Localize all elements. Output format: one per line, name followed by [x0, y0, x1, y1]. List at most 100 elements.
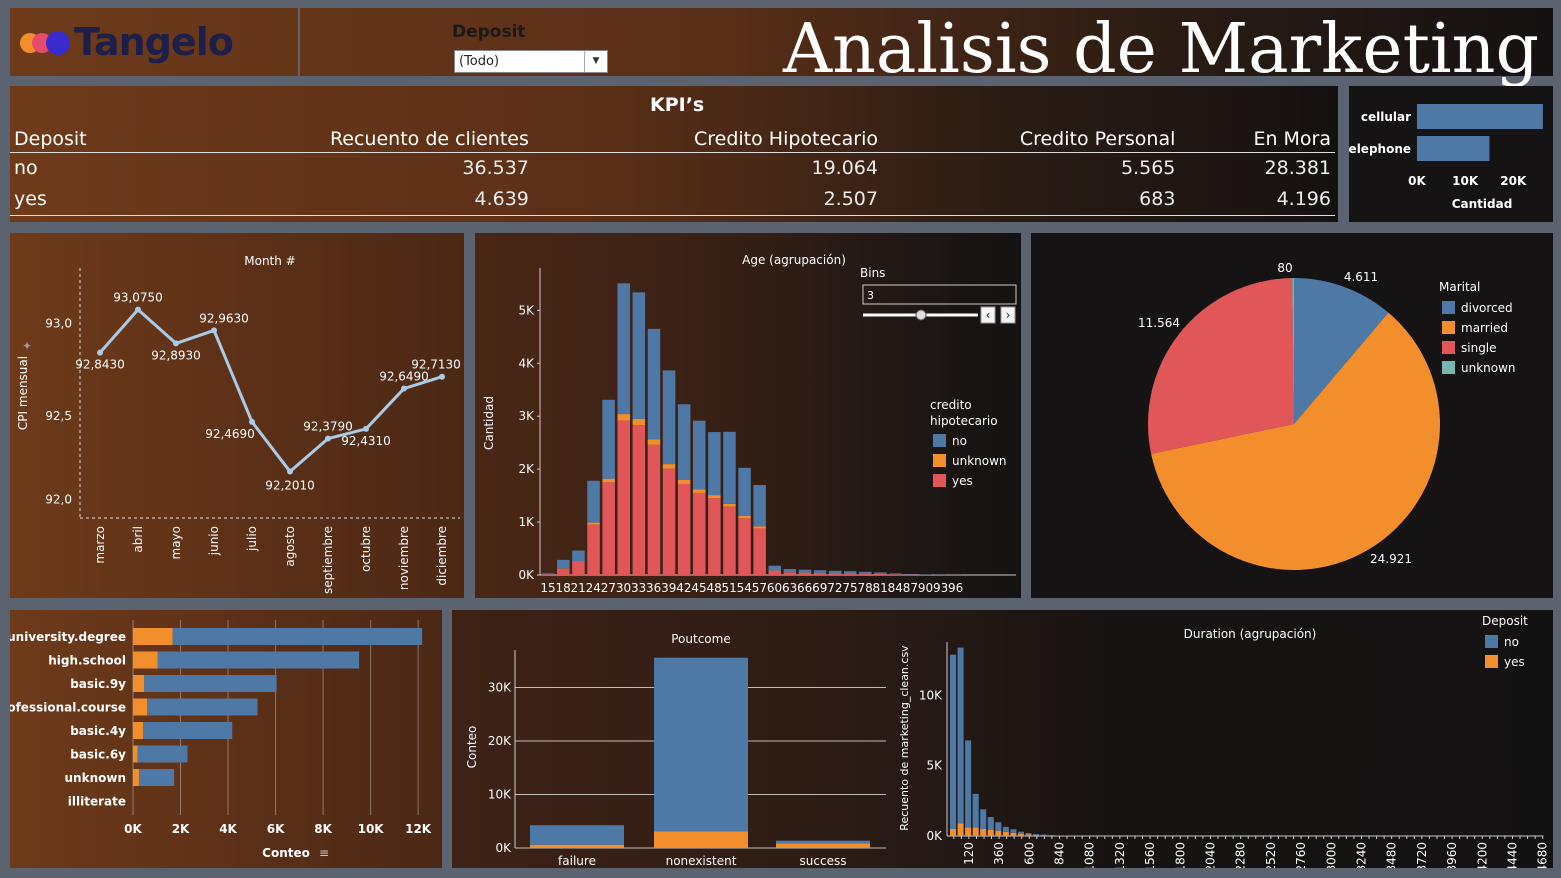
y-tick-label: 93,0 — [45, 317, 72, 331]
x-tick-label: nonexistent — [666, 854, 737, 868]
kpi-column-header: Recuento de clientes — [156, 126, 533, 153]
kpi-cell: 5.565 — [1121, 157, 1176, 179]
kpi-row-label: no — [14, 157, 38, 179]
age-bar-yes — [874, 573, 887, 575]
education-bar-yes — [133, 698, 148, 716]
x-tick-label: agosto — [283, 526, 297, 567]
chart-title: Duration (agrupación) — [1184, 627, 1317, 641]
legend-title: credito — [930, 398, 972, 412]
age-bar-unknown — [693, 489, 706, 493]
age-chart: Age (agrupación) 0K 1K 2K 3K 4K 5K Cantidad 15 18… — [482, 253, 1017, 595]
duration-bar-no — [1002, 826, 1009, 832]
bins-input — [862, 284, 1017, 305]
x-tick-label: 21 — [571, 581, 586, 595]
x-tick-label: 0K — [1408, 174, 1426, 188]
x-tick-label: 48 — [706, 581, 721, 595]
y-axis-label: Conteo — [465, 726, 479, 769]
slice-label: 11.564 — [1138, 316, 1180, 330]
age-bar-unknown — [572, 561, 585, 562]
x-tick-label: 78 — [857, 581, 872, 595]
legend-swatch — [933, 474, 946, 487]
education-bar-no — [143, 722, 233, 739]
prev-button — [980, 306, 996, 324]
y-tick-label: 3K — [518, 409, 535, 423]
chevron-down-icon[interactable]: ▼ — [584, 51, 607, 72]
age-bar-no — [708, 432, 721, 496]
education-bar-no — [157, 651, 360, 669]
education-category-label: university.degree — [10, 630, 126, 644]
x-tick-label: 72 — [827, 581, 842, 595]
outcome-panel: Poutcome 0K 10K 20K 30K Conteo failure nonexist… — [452, 610, 1553, 868]
x-tick-label: marzo — [93, 526, 107, 564]
age-bar-no — [813, 570, 827, 573]
legend-swatch — [1442, 341, 1455, 354]
chevron-right-icon: › — [1006, 308, 1011, 322]
age-bar-no — [738, 467, 751, 516]
x-tick-label: 66 — [797, 581, 812, 595]
duration-bar-no — [972, 793, 979, 828]
y-tick-label: 1K — [518, 515, 535, 529]
x-tick-label: 840 — [1052, 842, 1066, 865]
data-label: 92,6490 — [379, 370, 429, 384]
duration-bar-yes — [957, 823, 964, 836]
x-tick-label: 54 — [737, 581, 752, 595]
x-tick-label: 1560 — [1143, 842, 1157, 868]
education-category-label: professional.course — [10, 701, 126, 715]
age-bar-no — [647, 328, 661, 440]
age-bar-unknown — [617, 414, 630, 421]
age-bar-yes — [542, 574, 555, 575]
age-bar-yes — [798, 572, 812, 575]
age-bar-yes — [723, 506, 736, 575]
duration-bar-yes — [1033, 834, 1040, 836]
duration-bar-yes — [980, 828, 987, 836]
x-tick-label: 2K — [172, 822, 190, 836]
deposit-filter-select[interactable]: (Todo) ▼ — [454, 50, 608, 73]
y-tick-label: 5K — [518, 303, 535, 317]
bins-label: Bins — [860, 266, 885, 280]
x-tick-label: 1800 — [1173, 842, 1187, 868]
age-bar-yes — [828, 573, 842, 575]
bins-slider-handle — [915, 309, 927, 321]
x-tick-label: 3720 — [1415, 842, 1429, 868]
age-bar-yes — [859, 573, 872, 575]
age-bar-no — [874, 572, 887, 574]
legend-label: married — [1461, 321, 1508, 335]
age-bar-yes — [677, 483, 691, 575]
data-label: 92,9630 — [199, 311, 249, 325]
x-tick-label: 18 — [555, 581, 570, 595]
age-bar-unknown — [723, 503, 736, 507]
education-category-label: basic.9y — [70, 677, 126, 691]
y-tick-label: 10K — [919, 688, 943, 702]
data-point — [401, 385, 407, 392]
data-point — [249, 418, 255, 425]
kpi-cell: 683 — [881, 184, 1180, 216]
data-label: 92,8430 — [75, 358, 125, 372]
slice-label: 24.921 — [1370, 552, 1412, 566]
next-button — [1000, 306, 1016, 324]
age-panel: Age (agrupación) 0K 1K 2K 3K 4K 5K Cantidad 15 18… — [475, 233, 1021, 598]
duration-bar-yes — [950, 828, 957, 836]
data-label: 92,4310 — [341, 434, 391, 448]
logo-text: Tangelo — [74, 20, 234, 64]
age-bar-yes — [783, 572, 797, 575]
pie-slice — [1151, 312, 1440, 570]
contact-panel: cellular telephone 0K 10K 20K Cantidad — [1343, 86, 1553, 222]
x-tick-label: failure — [558, 854, 596, 868]
x-tick-label: 2760 — [1294, 842, 1308, 868]
table-row: no 36.537 19.064 5.565 28.381 — [10, 153, 1335, 185]
x-tick-label: abril — [131, 526, 145, 553]
education-category-label: unknown — [65, 771, 126, 785]
kpi-cell: 36.537 — [462, 157, 529, 179]
x-tick-label: 42 — [676, 581, 691, 595]
education-bar-yes — [133, 745, 138, 763]
age-bar-yes — [708, 498, 721, 575]
kpi-title: KPI’s — [650, 94, 705, 116]
legend-title: Marital — [1439, 280, 1480, 294]
duration-bar-no — [980, 809, 987, 829]
legend-swatch — [1442, 361, 1455, 374]
age-bar-unknown — [662, 464, 676, 469]
age-bar-no — [602, 399, 615, 479]
x-tick-label: 3240 — [1354, 842, 1368, 868]
x-tick-label: 1320 — [1113, 842, 1127, 868]
x-tick-label: 15 — [540, 581, 555, 595]
